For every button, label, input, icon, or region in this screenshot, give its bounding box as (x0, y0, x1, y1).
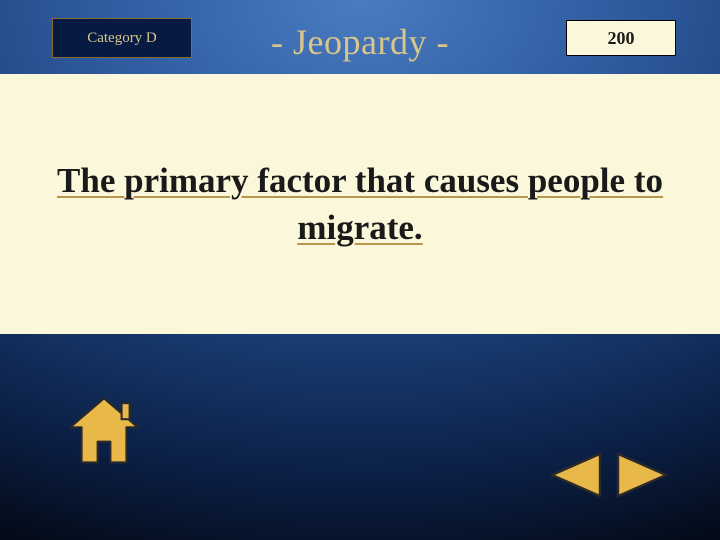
home-icon (64, 392, 144, 472)
question-panel: The primary factor that causes people to… (0, 74, 720, 334)
header-bar: Category D - Jeopardy - 200 (0, 18, 720, 66)
next-button[interactable] (614, 450, 672, 500)
prev-button[interactable] (546, 450, 604, 500)
question-text: The primary factor that causes people to… (4, 157, 716, 252)
arrow-left-icon (546, 450, 604, 500)
arrow-right-icon (614, 450, 672, 500)
home-button[interactable] (64, 392, 144, 472)
points-box: 200 (566, 20, 676, 56)
points-value: 200 (608, 28, 635, 49)
nav-arrows (546, 450, 672, 500)
